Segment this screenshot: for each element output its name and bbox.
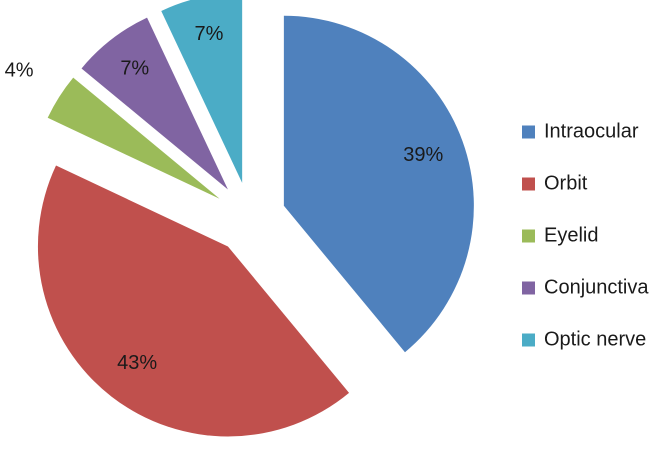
data-label-orbit: 43% — [117, 352, 157, 374]
legend-swatch-conjunctiva — [522, 281, 535, 295]
pie-slice-optic-nerve — [161, 0, 243, 183]
legend: Intraocular Orbit Eyelid Conjunctiva Optic n… — [522, 120, 649, 350]
pie-slice-intraocular — [283, 15, 474, 353]
pie-slice-eyelid — [47, 77, 220, 199]
pie-slice-orbit — [37, 165, 350, 437]
data-label-eyelid: 4% — [5, 60, 34, 82]
pie-slice-conjunctiva — [81, 17, 228, 190]
legend-swatch-orbit — [522, 177, 535, 191]
data-label-conjunctiva: 7% — [120, 58, 149, 80]
legend-label-intraocular: Intraocular — [544, 120, 639, 142]
legend-swatch-eyelid — [522, 229, 535, 243]
legend-label-orbit: Orbit — [544, 172, 588, 194]
pie-data-labels: 39% 43% 4% 7% 7% — [5, 23, 444, 374]
legend-label-eyelid: Eyelid — [544, 224, 598, 246]
legend-swatch-intraocular — [522, 125, 535, 139]
legend-label-conjunctiva: Conjunctiva — [544, 276, 649, 298]
data-label-optic-nerve: 7% — [195, 23, 224, 45]
data-label-intraocular: 39% — [403, 144, 443, 166]
legend-label-optic-nerve: Optic nerve — [544, 328, 646, 350]
pie-slices — [37, 0, 474, 437]
legend-swatch-optic-nerve — [522, 333, 535, 347]
